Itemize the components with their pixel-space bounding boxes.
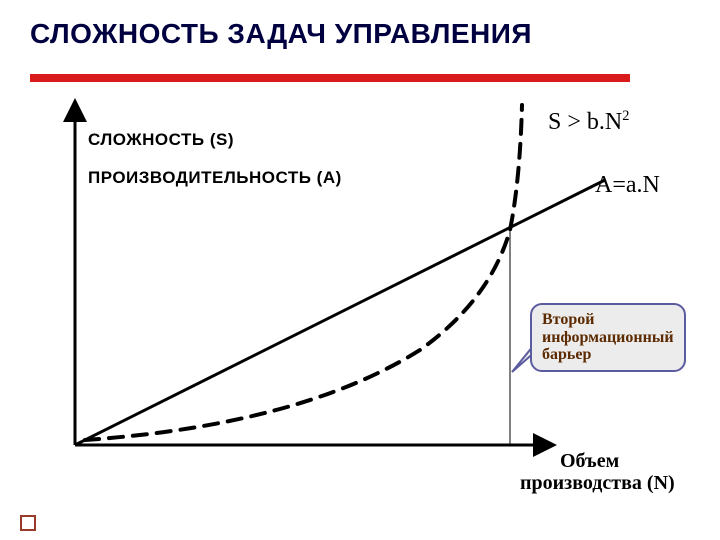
line-linear-A xyxy=(75,180,605,445)
callout-line: барьер xyxy=(542,346,674,364)
slide: { "title": { "text": "СЛОЖНОСТЬ ЗАДАЧ УП… xyxy=(0,0,720,540)
slide-bullet-marker xyxy=(20,515,36,531)
legend-complexity: СЛОЖНОСТЬ (S) xyxy=(88,130,234,150)
x-axis-label-line1: Объем xyxy=(560,450,619,473)
formula-A: A=a.N xyxy=(595,172,660,199)
legend-productivity: ПРОИЗВОДИТЕЛЬНОСТЬ (A) xyxy=(88,168,342,188)
callout-second-barrier: Второй информационный барьер xyxy=(530,303,686,372)
callout-line: Второй xyxy=(542,311,674,329)
callout-line: информационный xyxy=(542,329,674,347)
curve-quadratic-S xyxy=(85,105,522,440)
formula-S: S > b.N2 xyxy=(548,108,629,136)
x-axis-label-line2: производства (N) xyxy=(520,472,675,495)
